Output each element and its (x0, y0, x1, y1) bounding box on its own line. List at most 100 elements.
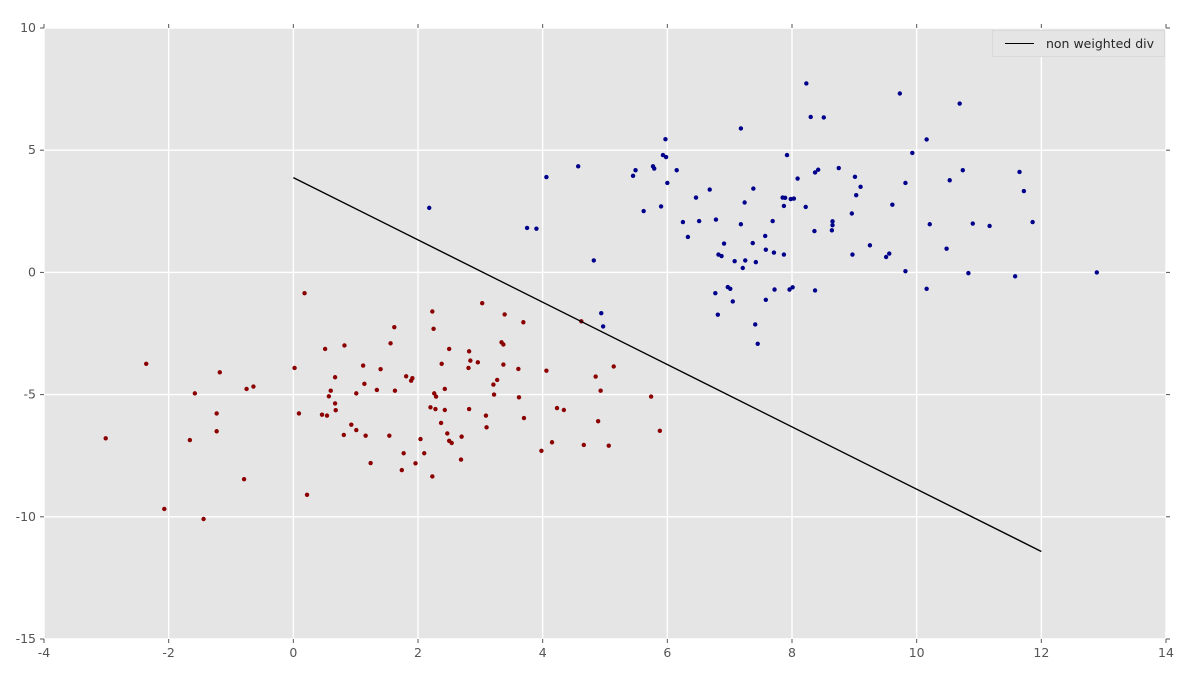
data-point (910, 150, 915, 156)
data-point (738, 126, 744, 131)
data-point (957, 101, 962, 106)
data-point (867, 243, 873, 248)
data-point (790, 285, 795, 290)
data-point (599, 311, 604, 316)
data-point (808, 114, 813, 120)
x-tick-label: 2 (414, 645, 422, 660)
data-point (804, 81, 809, 86)
data-point (418, 436, 423, 442)
data-point (883, 254, 889, 260)
data-point (770, 218, 775, 224)
x-tick-label: 6 (663, 645, 671, 660)
data-point (696, 218, 702, 224)
x-tick-label: 12 (1033, 645, 1049, 660)
data-point (501, 362, 506, 367)
data-point (363, 433, 368, 438)
data-point (244, 386, 249, 392)
data-point (521, 320, 526, 325)
data-point (630, 173, 636, 179)
data-point (561, 407, 567, 413)
data-point (1030, 219, 1035, 225)
data-point (924, 137, 929, 142)
data-point (214, 411, 219, 416)
data-point (887, 251, 892, 256)
data-point (459, 434, 464, 439)
data-point (641, 208, 646, 214)
data-point (192, 391, 198, 396)
data-point (762, 233, 768, 239)
data-point (595, 419, 601, 424)
data-point (715, 312, 721, 317)
data-point (251, 384, 256, 389)
data-point (442, 407, 448, 413)
data-point (598, 388, 603, 393)
data-point (812, 288, 818, 293)
data-point (403, 374, 409, 379)
data-point (1017, 169, 1022, 175)
data-point (349, 422, 354, 427)
data-point (324, 413, 330, 418)
data-point (446, 346, 452, 352)
data-point (217, 370, 222, 375)
data-point (1021, 188, 1027, 194)
data-point (445, 431, 450, 436)
data-point (771, 250, 777, 255)
data-point (494, 377, 500, 383)
data-point (401, 451, 406, 456)
data-point (399, 467, 404, 473)
data-point (449, 440, 454, 446)
data-point (524, 225, 530, 231)
data-point (944, 246, 949, 251)
data-point (812, 228, 817, 234)
data-point (611, 364, 616, 369)
data-point (738, 222, 744, 227)
x-tick-label: -2 (162, 645, 174, 660)
data-point (341, 432, 347, 438)
data-point (890, 202, 895, 207)
data-point (836, 165, 841, 171)
data-point (753, 322, 758, 327)
data-point (484, 425, 489, 430)
data-point (903, 180, 908, 186)
data-point (719, 253, 724, 259)
data-point (575, 164, 581, 169)
data-point (296, 411, 302, 416)
data-point (374, 387, 380, 393)
data-point (549, 440, 555, 445)
data-point (787, 287, 792, 292)
x-tick-label: 8 (788, 645, 796, 660)
data-point (750, 240, 755, 246)
data-point (730, 299, 735, 304)
data-point (665, 180, 670, 186)
data-point (852, 174, 858, 180)
data-point (947, 178, 952, 183)
data-point (428, 405, 433, 410)
data-point (458, 457, 464, 462)
data-point (342, 343, 347, 348)
data-point (427, 205, 432, 211)
data-point (755, 341, 760, 346)
x-tick-label: -4 (38, 645, 51, 660)
data-point (433, 406, 438, 412)
data-point (593, 374, 598, 379)
data-point (326, 394, 332, 399)
data-point (815, 167, 821, 172)
data-point (433, 394, 439, 399)
data-point (812, 170, 818, 175)
data-point (966, 270, 971, 276)
data-point (591, 258, 596, 263)
data-point (685, 234, 691, 240)
data-point (782, 195, 788, 201)
data-point (657, 428, 663, 433)
data-point (803, 204, 808, 210)
data-point (354, 391, 359, 396)
data-point (713, 217, 719, 222)
data-point (544, 174, 549, 180)
data-point (491, 392, 497, 397)
data-point (897, 91, 903, 96)
data-point (408, 378, 414, 383)
data-point (1094, 270, 1100, 275)
data-point (830, 219, 835, 224)
data-point (187, 437, 193, 443)
